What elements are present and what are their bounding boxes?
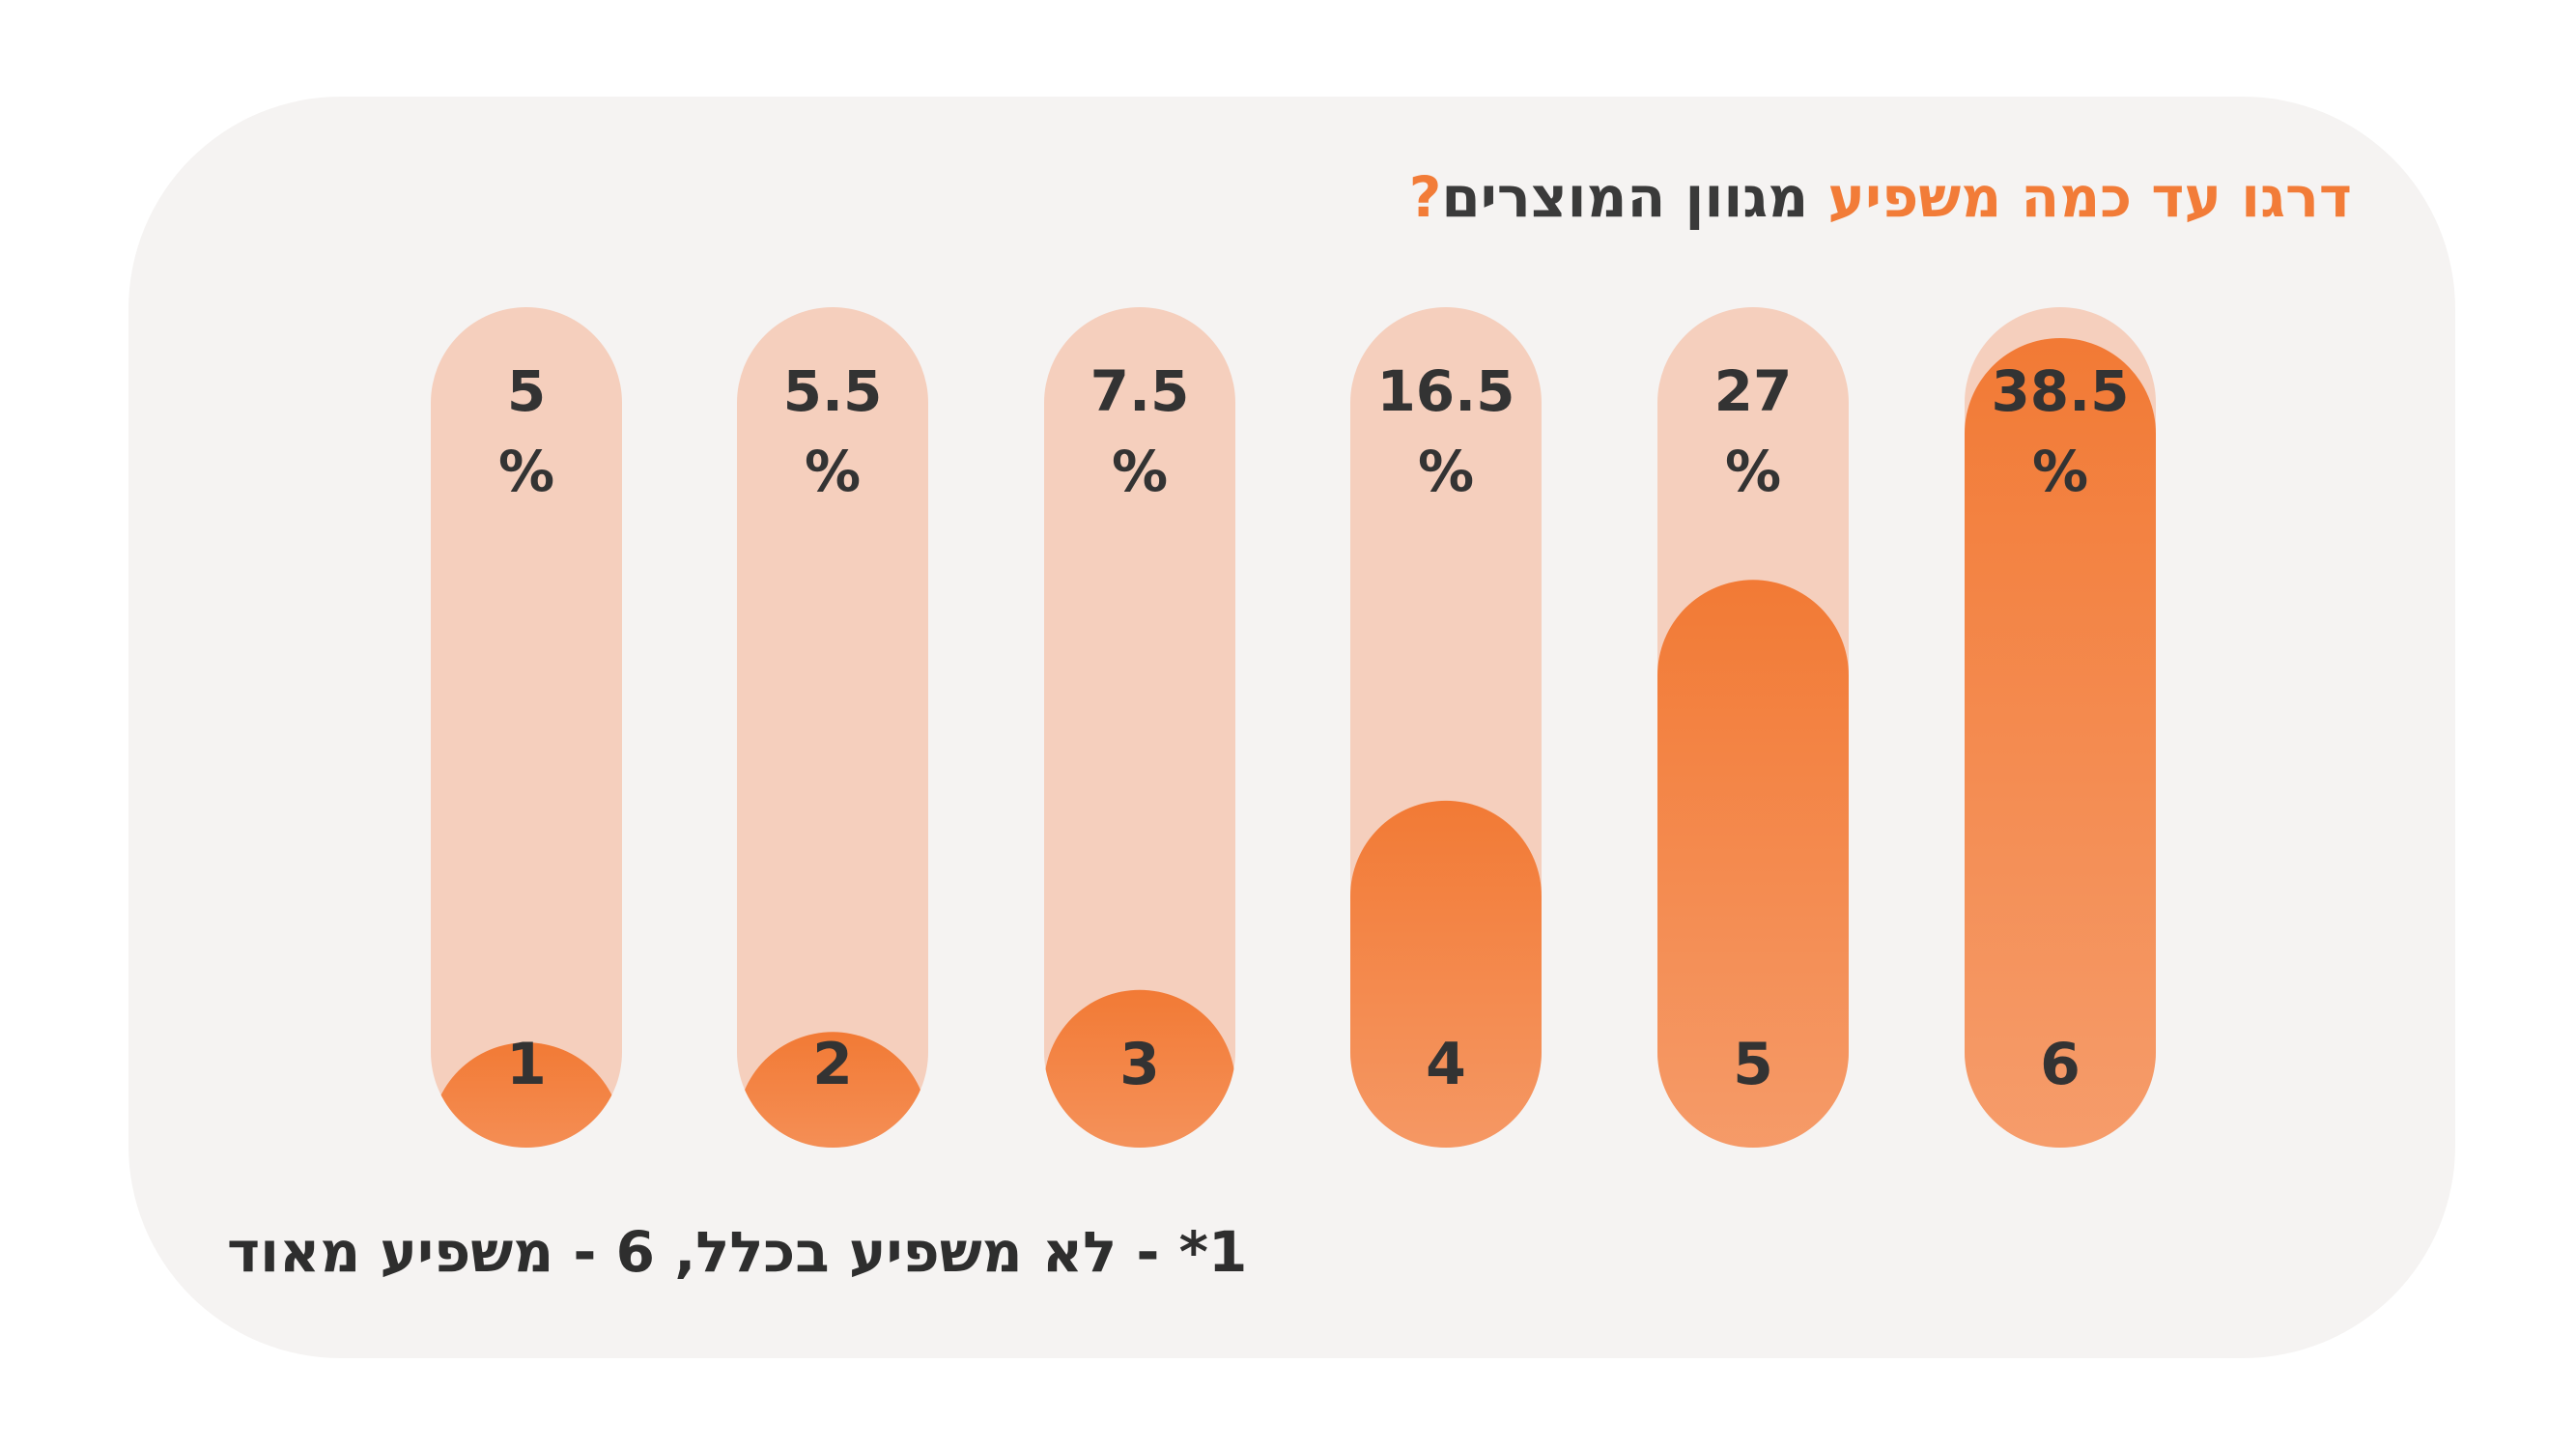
percent-sign-5: %: [1725, 439, 1781, 504]
category-label-1: 1: [506, 1031, 547, 1098]
title-accent: דרגו עד כמה משפיע: [1827, 164, 2352, 230]
chart-title: דרגו עד כמה משפיע מגוון המוצרים?: [1409, 164, 2352, 230]
bar-fill-3: [1044, 989, 1235, 1148]
category-label-5: 5: [1733, 1031, 1773, 1098]
title-question-mark: ?: [1408, 164, 1442, 230]
bar-fill-6: [1965, 338, 2156, 1148]
value-label-5: 27: [1714, 358, 1793, 424]
bars-group: 5% 1 5.5% 2 7.5% 3 16.5% 4 27% 5 38.5% 6: [431, 307, 2156, 1148]
category-label-2: 2: [812, 1031, 853, 1098]
bar-fill-5: [1657, 580, 1849, 1148]
category-label-3: 3: [1119, 1031, 1160, 1098]
percent-sign-3: %: [1112, 439, 1168, 504]
bar-track-3: [1044, 307, 1235, 1148]
bar-fill-4: [1350, 800, 1542, 1148]
percent-sign-6: %: [2032, 439, 2088, 504]
title-rest: מגוון המוצרים: [1441, 164, 1809, 230]
value-label-2: 5.5: [783, 358, 883, 424]
category-label-6: 6: [2040, 1031, 2081, 1098]
percent-sign-4: %: [1418, 439, 1474, 504]
category-label-4: 4: [1426, 1031, 1466, 1098]
bar-track-2: [737, 307, 928, 1148]
percent-sign-2: %: [805, 439, 861, 504]
value-label-6: 38.5: [1991, 358, 2129, 424]
value-label-3: 7.5: [1090, 358, 1190, 424]
value-label-1: 5: [507, 358, 546, 424]
bar-fill-2: [737, 1032, 928, 1148]
value-label-4: 16.5: [1376, 358, 1514, 424]
footnote: 1* - לא משפיע בכלל, 6 - משפיע מאוד: [227, 1219, 1248, 1285]
bar-fill-1: [431, 1042, 622, 1148]
percent-sign-1: %: [498, 439, 554, 504]
bar-track-1: [431, 307, 622, 1148]
